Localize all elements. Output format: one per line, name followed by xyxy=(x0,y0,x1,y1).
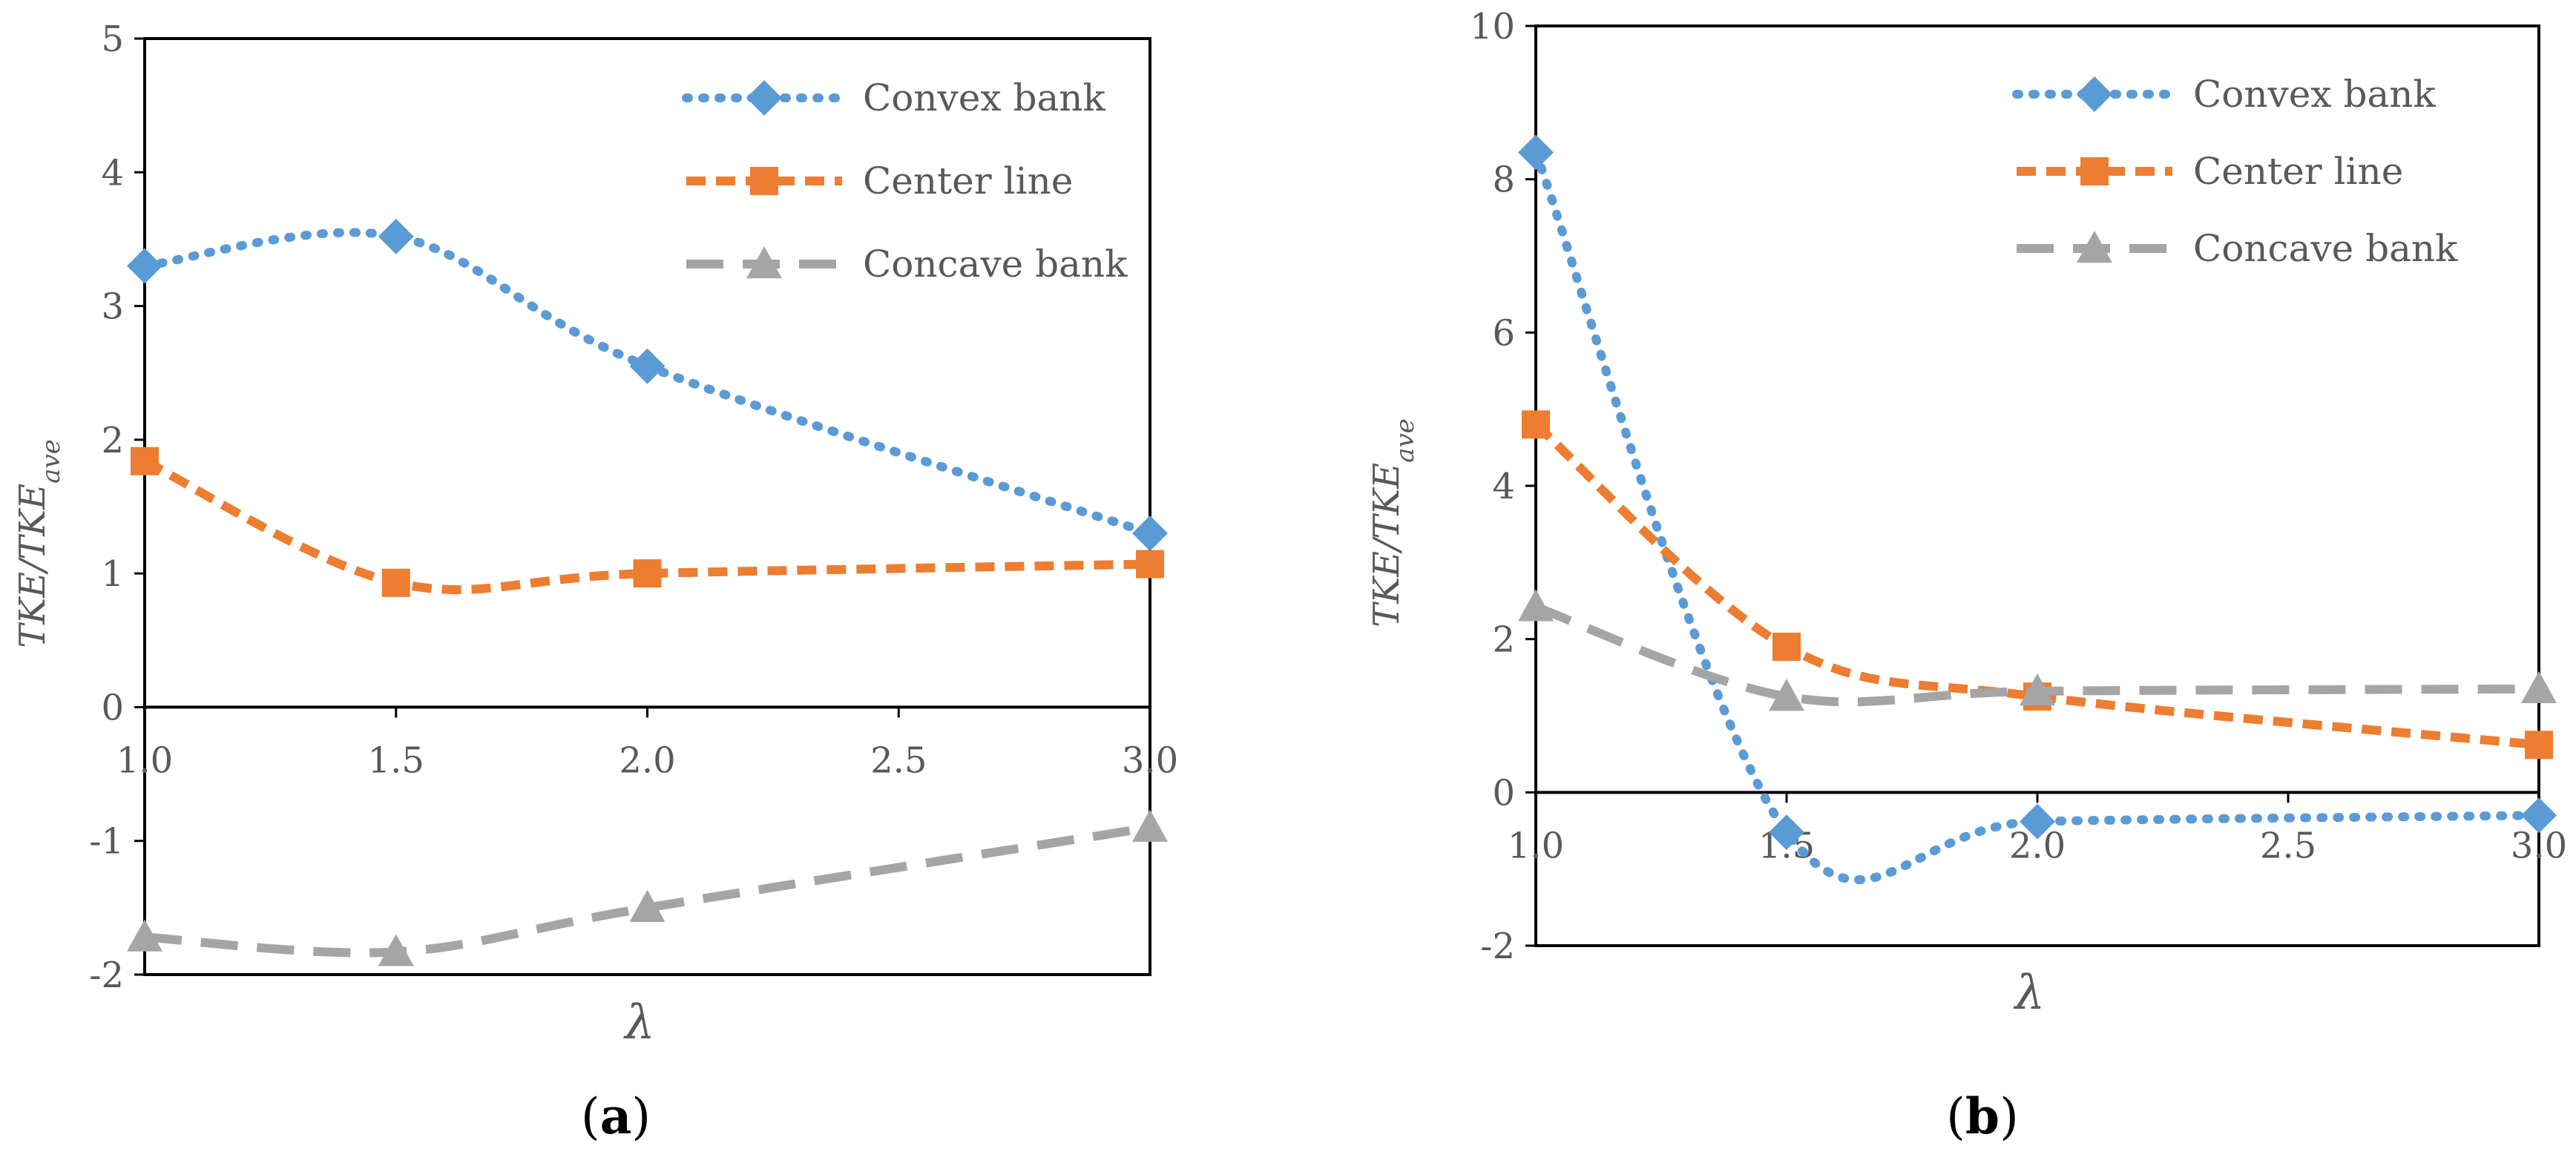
data-point-concave xyxy=(378,934,414,966)
y-tick-label: 8 xyxy=(1492,159,1515,201)
legend-marker-concave xyxy=(746,246,782,279)
x-tick-label: 1.5 xyxy=(368,739,424,781)
legend-marker-convex xyxy=(746,80,782,116)
data-point-convex xyxy=(629,348,666,384)
legend-label-center: Center line xyxy=(2193,150,2403,193)
y-tick-label: 5 xyxy=(101,19,124,60)
y-tick-label: 2 xyxy=(101,420,124,461)
y-tick-label: -2 xyxy=(89,955,124,996)
x-tick-label: 2.5 xyxy=(2260,825,2316,866)
data-point-concave xyxy=(127,919,162,952)
legend-label-convex: Convex bank xyxy=(863,76,1106,119)
y-axis-label: TKE/TKEave xyxy=(1366,418,1420,627)
y-tick-labels: -2 -1 0 1 2 3 4 5 xyxy=(89,19,145,996)
legend-marker-concave xyxy=(2077,231,2112,263)
y-tick-label: 2 xyxy=(1492,619,1515,661)
data-point-convex xyxy=(2521,797,2557,834)
legend-label-concave: Concave bank xyxy=(2193,227,2458,270)
y-tick-label: 4 xyxy=(101,152,124,194)
data-point-concave xyxy=(629,889,666,923)
y-tick-label: 6 xyxy=(1492,312,1515,354)
y-tick-label: -2 xyxy=(1480,926,1515,967)
legend-label-convex: Convex bank xyxy=(2193,73,2437,116)
chart-panel-a: -2 -1 0 1 2 3 4 5 1.0 1.5 2.0 2.5 3.0 Convex bank Ce… xyxy=(12,19,1178,1145)
data-point-convex xyxy=(1769,814,1804,851)
data-point-convex xyxy=(127,248,162,284)
y-tick-labels: -2 0 2 4 6 8 10 xyxy=(1470,6,1536,967)
legend: Convex bank Center line Concave bank xyxy=(2012,73,2458,270)
x-tick-label: 2.0 xyxy=(619,739,675,781)
data-point-concave xyxy=(2020,673,2055,706)
x-tick-label: 1.0 xyxy=(1508,825,1564,866)
series-line-convex xyxy=(1531,148,2543,885)
y-tick-label: 3 xyxy=(101,286,124,328)
series-line-center xyxy=(1533,421,2540,750)
series-line-concave xyxy=(1534,602,2540,707)
data-point-center xyxy=(381,568,410,597)
panel-caption: (a) xyxy=(581,1087,651,1145)
data-point-center xyxy=(2525,731,2553,760)
data-point-center xyxy=(131,447,159,475)
legend-marker-convex xyxy=(2077,76,2112,112)
plot-area-frame xyxy=(143,37,1151,976)
series-group xyxy=(1518,134,2557,885)
x-tick-label: 1.0 xyxy=(116,739,173,781)
y-tick-label: 10 xyxy=(1470,6,1515,47)
y-tick-label: 0 xyxy=(101,687,124,728)
series-group xyxy=(127,218,1168,966)
y-tick-label: 0 xyxy=(1492,772,1515,814)
data-point-convex xyxy=(2020,803,2055,840)
data-point-convex xyxy=(1132,515,1168,552)
data-point-convex xyxy=(1518,134,1554,171)
data-point-concave xyxy=(1518,589,1554,622)
series-line-convex xyxy=(140,228,1154,538)
series-line-center xyxy=(142,457,1151,595)
legend-label-center: Center line xyxy=(863,159,1073,202)
legend-marker-center xyxy=(750,167,778,195)
x-tick-labels: 1.0 1.5 2.0 2.5 3.0 xyxy=(116,707,1178,781)
legend-label-concave: Concave bank xyxy=(863,243,1128,286)
panel-caption: (b) xyxy=(1946,1087,2019,1145)
data-point-concave xyxy=(2521,671,2557,704)
data-point-concave xyxy=(1769,679,1804,711)
data-point-center xyxy=(633,559,662,588)
x-tick-label: 2.5 xyxy=(870,739,927,781)
series-line-concave xyxy=(144,823,1151,958)
data-point-center xyxy=(1772,633,1801,661)
y-tick-label: 1 xyxy=(101,553,124,595)
y-tick-label: 4 xyxy=(1492,466,1515,507)
x-tick-label: 3.0 xyxy=(1122,739,1178,781)
x-axis-label: λ xyxy=(622,995,655,1050)
x-axis-label: λ xyxy=(2013,966,2046,1021)
data-point-center xyxy=(1522,410,1550,439)
data-point-concave xyxy=(1132,809,1168,842)
data-point-center xyxy=(1136,550,1164,579)
legend-marker-center xyxy=(2080,157,2109,185)
y-tick-label: -1 xyxy=(89,821,124,863)
y-axis-label: TKE/TKEave xyxy=(12,439,66,648)
legend: Convex bank Center line Concave bank xyxy=(682,76,1128,286)
data-point-convex xyxy=(378,218,414,254)
